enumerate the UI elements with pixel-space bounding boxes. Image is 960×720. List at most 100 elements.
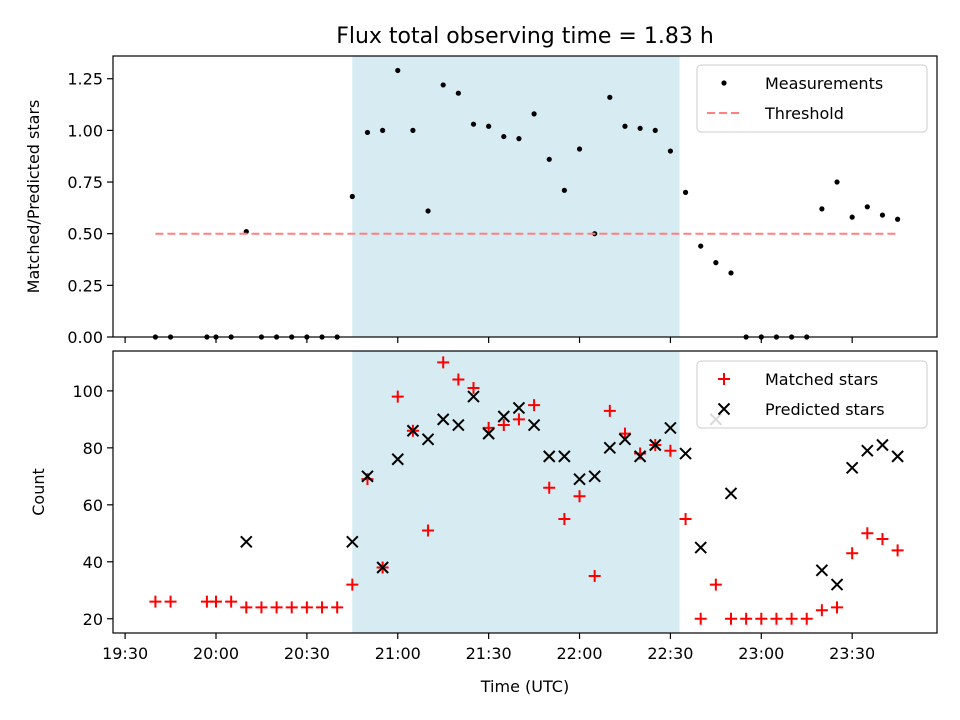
matched-stars-point	[740, 612, 753, 625]
predicted-stars-point	[240, 535, 253, 549]
measurements-point	[410, 127, 416, 133]
predicted-stars-point	[573, 472, 586, 486]
measurements-point	[713, 260, 719, 266]
measurements-point	[667, 148, 674, 154]
predicted-stars-point	[633, 450, 647, 463]
predicted-stars-point	[603, 441, 617, 455]
measurements-point	[622, 123, 628, 129]
measurements-point	[501, 133, 507, 140]
matched-stars-point	[800, 612, 813, 625]
threshold-legend-label: Threshold	[764, 104, 844, 123]
matched-stars-point	[512, 413, 525, 426]
predicted-stars-legend-marker	[717, 402, 731, 416]
x-tick-label: 21:00	[375, 644, 421, 663]
measurements-point	[682, 189, 689, 195]
matched-stars-point	[149, 595, 162, 608]
matched-stars-point	[861, 527, 874, 540]
measurements-point	[546, 156, 552, 162]
measurements-point	[516, 136, 522, 142]
legend-box	[696, 64, 928, 133]
plot-area	[149, 356, 904, 625]
chart-title: Flux total observing time = 1.83 h	[336, 24, 714, 49]
predicted-stars-point	[694, 541, 707, 554]
predicted-stars-point	[346, 535, 359, 549]
measurements-point	[425, 208, 431, 214]
y-axis-label: Matched/Predicted stars	[24, 100, 43, 294]
axes-frame	[112, 55, 938, 338]
matched-stars-point	[528, 399, 541, 412]
top-panel: 0.00 0.25 0.50 0.75 1.00 1.25 Matched/Predicte…	[24, 55, 938, 347]
bottom-panel: 20 40 60 80 100 19:30 20:00 20:30 21:00 21:30 22:0…	[29, 350, 938, 696]
x-tick-label: 20:30	[284, 644, 330, 663]
matched-stars-legend-label: Matched stars	[765, 370, 878, 389]
matched-stars-point	[255, 601, 268, 614]
matched-stars-point	[846, 547, 859, 560]
measurements-point	[864, 204, 870, 210]
x-tick-label: 20:00	[193, 644, 239, 663]
measurements-point	[486, 123, 492, 129]
measurements-point	[728, 270, 734, 276]
measurements-point	[470, 121, 477, 127]
predicted-stars-point	[664, 421, 677, 435]
matched-stars-point	[391, 390, 404, 403]
measurements-point	[440, 82, 446, 88]
measurements-legend-marker	[721, 80, 727, 86]
predicted-stars-point	[436, 413, 450, 426]
x-tick-label: 22:30	[647, 644, 693, 663]
measurements-point	[879, 212, 886, 218]
axes-frame	[112, 350, 938, 634]
predicted-stars-point	[724, 487, 738, 500]
predicted-stars-point	[527, 418, 541, 432]
legend-box	[696, 360, 928, 429]
y-tick-label: 80	[83, 439, 103, 458]
predicted-stars-point	[588, 470, 601, 483]
plot-area	[152, 67, 901, 340]
predicted-stars-point	[861, 444, 874, 457]
predicted-stars-point	[406, 424, 420, 437]
matched-stars-point	[725, 612, 737, 625]
y-axis-label: Count	[29, 468, 48, 516]
y-tick-label: 0.50	[67, 225, 103, 244]
legend: Measurements Threshold	[696, 64, 928, 133]
matched-stars-point	[891, 544, 904, 557]
measurements-point	[349, 193, 355, 200]
legend: Matched stars Predicted stars	[696, 360, 928, 429]
matched-stars-point	[452, 373, 465, 386]
predicted-stars-point	[891, 450, 904, 463]
matched-stars-legend-marker	[718, 373, 730, 385]
matched-stars-point	[588, 570, 601, 583]
predicted-stars-point	[618, 433, 632, 446]
y-tick-label: 0.25	[67, 276, 103, 295]
observing-window-band	[352, 56, 680, 337]
matched-stars-point	[331, 601, 344, 614]
measurements-point	[455, 90, 461, 96]
matched-stars-point	[164, 595, 177, 608]
y-tick-label: 60	[83, 496, 103, 515]
matched-stars-point	[482, 421, 495, 434]
x-tick-label: 22:00	[556, 644, 602, 663]
predicted-stars-point	[558, 450, 571, 463]
matched-stars-point	[573, 490, 586, 503]
measurements-point	[849, 214, 855, 220]
matched-stars-point	[543, 481, 556, 494]
matched-stars-point	[618, 427, 631, 440]
x-axis-label: Time (UTC)	[480, 677, 569, 696]
measurements-point	[364, 129, 371, 136]
measurements-point	[652, 127, 658, 133]
predicted-stars-point	[361, 470, 374, 483]
matched-stars-point	[558, 513, 571, 526]
y-tick-label: 0.75	[67, 173, 103, 192]
matched-stars-point	[225, 595, 238, 608]
y-tick-label: 100	[72, 382, 103, 401]
matched-stars-point	[210, 595, 222, 608]
predicted-stars-point	[830, 578, 844, 591]
measurements-point	[561, 187, 567, 193]
matched-stars-point	[831, 601, 844, 614]
predicted-stars-point	[452, 418, 465, 432]
measurements-point	[895, 216, 901, 222]
matched-stars-point	[270, 601, 283, 614]
predicted-stars-point	[845, 461, 859, 474]
matched-stars-point	[755, 612, 768, 625]
matched-stars-point	[876, 533, 889, 545]
